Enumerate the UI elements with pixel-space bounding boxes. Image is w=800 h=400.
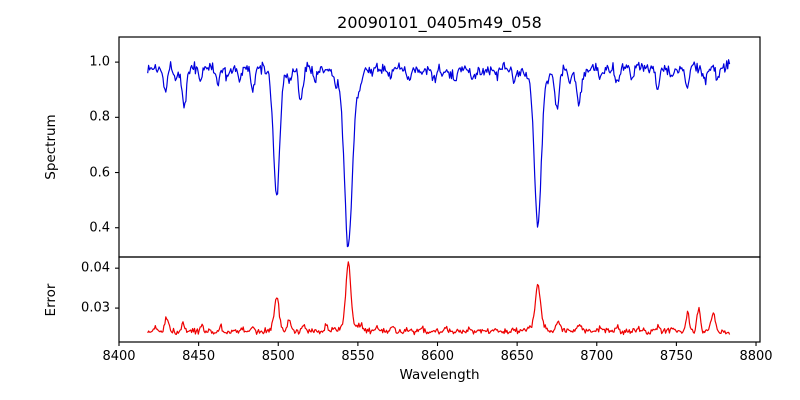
chart-title: 20090101_0405m49_058 <box>337 13 542 32</box>
y-tick-label: 0.03 <box>81 300 110 316</box>
x-tick-label: 8700 <box>580 349 614 364</box>
y-tick-label: 0.04 <box>81 260 110 276</box>
y-tick-label: 1.0 <box>89 54 110 70</box>
error-y-axis-label: Error <box>43 283 59 317</box>
spectrum-y-axis-label: Spectrum <box>43 114 59 180</box>
x-tick-label: 8600 <box>420 349 455 364</box>
x-tick-label: 8800 <box>739 349 773 364</box>
y-tick-label: 0.8 <box>89 109 110 125</box>
error-panel-line <box>147 261 731 336</box>
error-panel-frame <box>118 256 761 343</box>
x-tick-label: 8500 <box>261 349 295 364</box>
x-tick-label: 8450 <box>182 349 216 364</box>
x-tick-label: 8550 <box>341 349 375 364</box>
x-tick-label: 8650 <box>500 349 534 364</box>
y-tick-label: 0.6 <box>89 165 110 181</box>
spectrum-panel-line <box>147 59 731 248</box>
x-tick-label: 8750 <box>659 349 693 364</box>
y-tick-label: 0.4 <box>89 220 110 236</box>
x-axis-label: Wavelength <box>399 367 480 383</box>
x-tick-label: 8400 <box>102 349 136 364</box>
